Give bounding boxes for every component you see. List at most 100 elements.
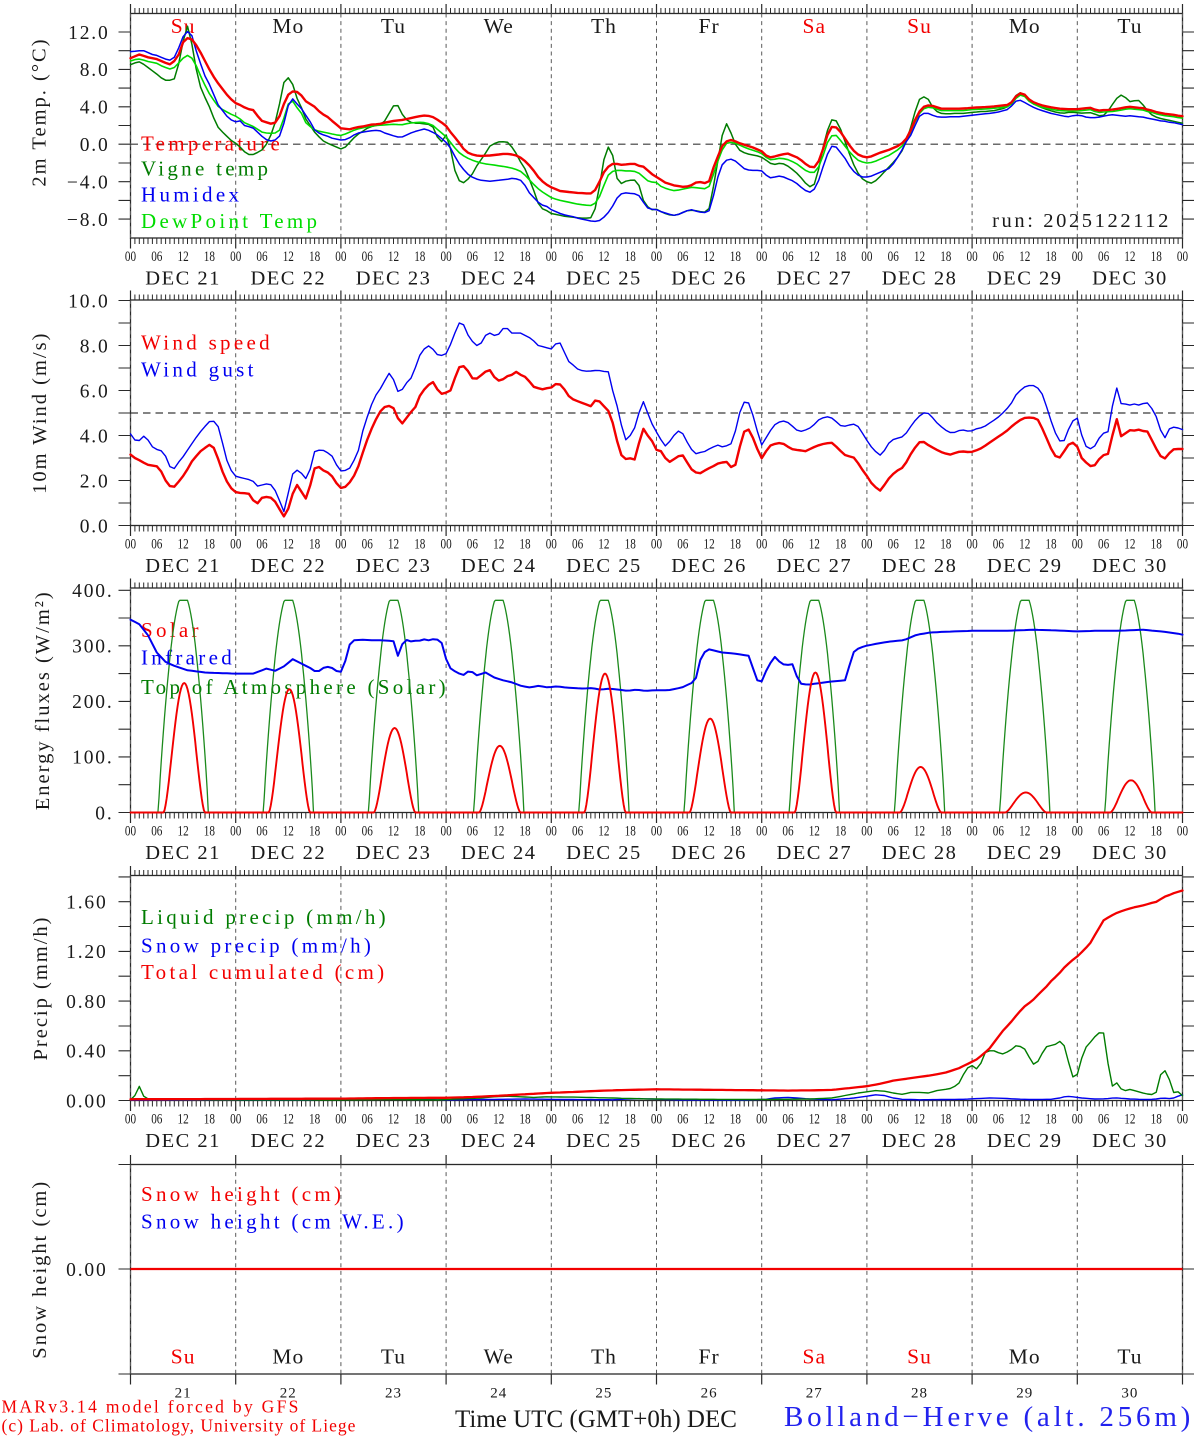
svg-text:12: 12 [493, 824, 504, 840]
svg-text:Liquid precip (mm/h): Liquid precip (mm/h) [141, 905, 389, 929]
svg-text:DEC 22: DEC 22 [250, 268, 326, 290]
svg-text:DEC 21: DEC 21 [145, 268, 221, 290]
svg-text:0.40: 0.40 [66, 1042, 107, 1063]
svg-text:00: 00 [441, 824, 452, 840]
svg-text:10.0: 10.0 [68, 291, 109, 312]
svg-text:18: 18 [1151, 824, 1162, 840]
svg-text:00: 00 [1072, 1112, 1083, 1128]
svg-text:00: 00 [335, 537, 346, 553]
svg-text:00: 00 [125, 1112, 136, 1128]
svg-text:Wind speed: Wind speed [141, 331, 273, 355]
svg-text:Precip (mm/h): Precip (mm/h) [30, 916, 52, 1061]
svg-text:DEC 28: DEC 28 [882, 1130, 958, 1152]
svg-text:06: 06 [256, 249, 267, 265]
svg-text:0.80: 0.80 [66, 992, 107, 1013]
svg-text:Total cumulated (cm): Total cumulated (cm) [141, 960, 387, 984]
svg-text:18: 18 [414, 824, 425, 840]
svg-text:27: 27 [806, 1386, 823, 1402]
svg-text:4.0: 4.0 [80, 98, 110, 119]
svg-text:Snow precip (mm/h): Snow precip (mm/h) [141, 934, 374, 958]
svg-text:DEC 23: DEC 23 [356, 842, 432, 864]
svg-text:22: 22 [280, 1386, 297, 1402]
svg-text:00: 00 [1177, 1112, 1188, 1128]
svg-text:00: 00 [861, 249, 872, 265]
svg-text:06: 06 [256, 1112, 267, 1128]
svg-text:23: 23 [385, 1386, 402, 1402]
svg-text:06: 06 [782, 537, 793, 553]
svg-text:18: 18 [940, 537, 951, 553]
svg-text:DEC 26: DEC 26 [671, 1130, 747, 1152]
svg-text:06: 06 [1098, 1112, 1109, 1128]
svg-text:0.00: 0.00 [66, 1091, 107, 1112]
svg-text:00: 00 [756, 1112, 767, 1128]
svg-text:Mo: Mo [1009, 14, 1041, 38]
svg-text:06: 06 [993, 824, 1004, 840]
svg-text:12: 12 [809, 249, 820, 265]
svg-text:Snow height (cm): Snow height (cm) [29, 1180, 51, 1359]
svg-text:12: 12 [283, 1112, 294, 1128]
svg-text:12: 12 [178, 249, 189, 265]
svg-text:DEC 27: DEC 27 [776, 555, 852, 577]
svg-text:MARv3.14 model forced by GFS: MARv3.14 model forced by GFS [2, 1397, 301, 1417]
svg-text:12: 12 [178, 824, 189, 840]
svg-text:DEC 30: DEC 30 [1092, 842, 1168, 864]
svg-text:00: 00 [651, 1112, 662, 1128]
svg-text:00: 00 [1072, 249, 1083, 265]
svg-text:0.: 0. [95, 803, 113, 824]
svg-text:18: 18 [835, 249, 846, 265]
svg-text:DEC 26: DEC 26 [671, 842, 747, 864]
svg-text:06: 06 [362, 824, 373, 840]
svg-text:DEC 27: DEC 27 [776, 842, 852, 864]
svg-text:18: 18 [1045, 1112, 1056, 1128]
svg-text:06: 06 [677, 537, 688, 553]
svg-text:12: 12 [704, 1112, 715, 1128]
svg-text:2m Temp. (°C): 2m Temp. (°C) [29, 37, 51, 186]
svg-text:18: 18 [309, 1112, 320, 1128]
svg-text:DEC 22: DEC 22 [250, 1130, 326, 1152]
svg-text:18: 18 [309, 824, 320, 840]
svg-text:00: 00 [1177, 249, 1188, 265]
svg-text:18: 18 [1151, 1112, 1162, 1128]
svg-text:Mo: Mo [272, 1345, 304, 1369]
svg-text:12: 12 [914, 537, 925, 553]
svg-text:06: 06 [782, 824, 793, 840]
svg-text:00: 00 [230, 537, 241, 553]
svg-text:DEC 29: DEC 29 [987, 842, 1063, 864]
svg-text:00: 00 [546, 537, 557, 553]
svg-text:18: 18 [1045, 537, 1056, 553]
svg-text:06: 06 [256, 824, 267, 840]
svg-text:12.0: 12.0 [68, 23, 109, 44]
svg-text:We: We [484, 1345, 514, 1369]
svg-text:Tu: Tu [1117, 1345, 1142, 1369]
svg-text:Su: Su [171, 14, 196, 38]
svg-text:06: 06 [993, 249, 1004, 265]
svg-text:12: 12 [493, 537, 504, 553]
svg-text:00: 00 [861, 824, 872, 840]
svg-text:Fr: Fr [699, 14, 720, 38]
svg-text:00: 00 [441, 537, 452, 553]
svg-text:00: 00 [441, 249, 452, 265]
svg-text:Snow height (cm): Snow height (cm) [141, 1182, 344, 1206]
svg-text:DEC 29: DEC 29 [987, 555, 1063, 577]
svg-text:Th: Th [591, 1345, 617, 1369]
svg-text:DEC 28: DEC 28 [882, 268, 958, 290]
svg-text:Solar: Solar [141, 618, 202, 642]
svg-text:00: 00 [1177, 824, 1188, 840]
svg-text:Sa: Sa [803, 1345, 827, 1369]
svg-text:8.0: 8.0 [80, 336, 110, 357]
svg-text:18: 18 [1045, 824, 1056, 840]
svg-text:06: 06 [151, 249, 162, 265]
svg-text:00: 00 [335, 249, 346, 265]
svg-text:Tu: Tu [1117, 14, 1142, 38]
svg-text:25: 25 [595, 1386, 612, 1402]
svg-text:Fr: Fr [699, 1345, 720, 1369]
svg-text:12: 12 [283, 249, 294, 265]
svg-text:06: 06 [677, 249, 688, 265]
svg-text:18: 18 [730, 824, 741, 840]
svg-text:06: 06 [467, 249, 478, 265]
svg-text:12: 12 [388, 1112, 399, 1128]
svg-text:00: 00 [1072, 824, 1083, 840]
svg-text:06: 06 [572, 1112, 583, 1128]
svg-text:00: 00 [546, 824, 557, 840]
svg-text:18: 18 [730, 537, 741, 553]
